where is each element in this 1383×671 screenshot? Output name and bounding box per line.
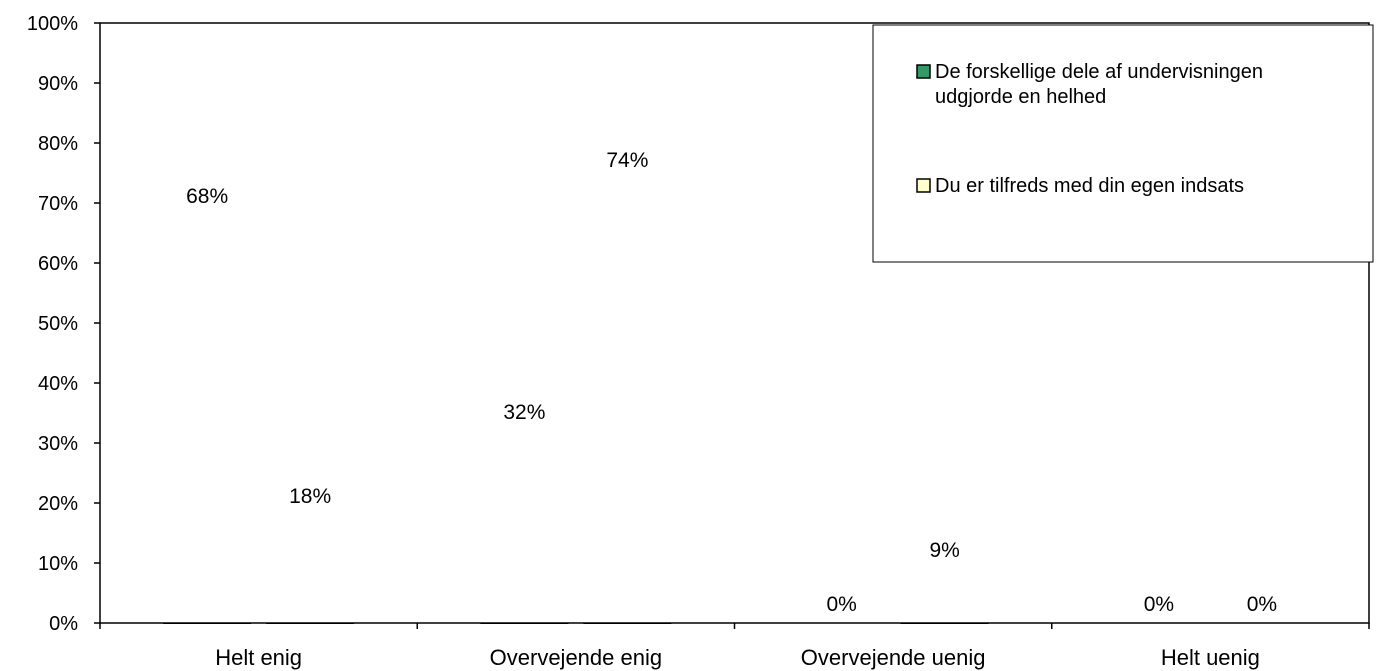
legend-entry-text: Du er tilfreds med din egen indsats [935, 175, 1244, 197]
y-tick-label: 30% [38, 433, 78, 455]
legend-swatch [916, 178, 931, 193]
y-tick-label: 20% [38, 493, 78, 515]
y-tick-label: 70% [38, 193, 78, 215]
data-label: 9% [929, 539, 959, 562]
data-label: 0% [1247, 593, 1277, 616]
y-tick-label: 60% [38, 253, 78, 275]
legend: De forskellige dele af undervisningen udg… [872, 24, 1374, 263]
data-label: 18% [289, 485, 331, 508]
legend-box [872, 24, 1374, 263]
y-tick-label: 80% [38, 133, 78, 155]
y-tick-label: 90% [38, 73, 78, 95]
x-axis-categories: Helt enig Overvejende enig Overvejende uen… [215, 645, 1260, 670]
data-label: 0% [1144, 593, 1174, 616]
y-tick-label: 100% [27, 13, 78, 35]
data-label: 0% [826, 593, 856, 616]
legend-swatch [916, 64, 931, 79]
x-category-label: Overvejende uenig [801, 645, 986, 670]
legend-entry-text: De forskellige dele af undervisningen [935, 61, 1263, 83]
y-tick-label: 10% [38, 553, 78, 575]
y-tick-label: 0% [49, 613, 78, 635]
legend-entry-text: udgjorde en helhed [935, 86, 1106, 108]
y-axis-ticks: 0% 10% 20% 30% 40% 50% 60% 70% 80% 90% 100% [27, 13, 100, 635]
data-labels: 68% 18% 32% 74% 0% 9% 0% 0% [186, 149, 1277, 616]
x-category-label: Overvejende enig [490, 645, 662, 670]
data-label: 74% [606, 149, 648, 172]
y-tick-label: 50% [38, 313, 78, 335]
x-category-label: Helt enig [215, 645, 302, 670]
x-category-label: Helt uenig [1161, 645, 1260, 670]
data-label: 68% [186, 185, 228, 208]
data-label: 32% [503, 401, 545, 424]
y-tick-label: 40% [38, 373, 78, 395]
